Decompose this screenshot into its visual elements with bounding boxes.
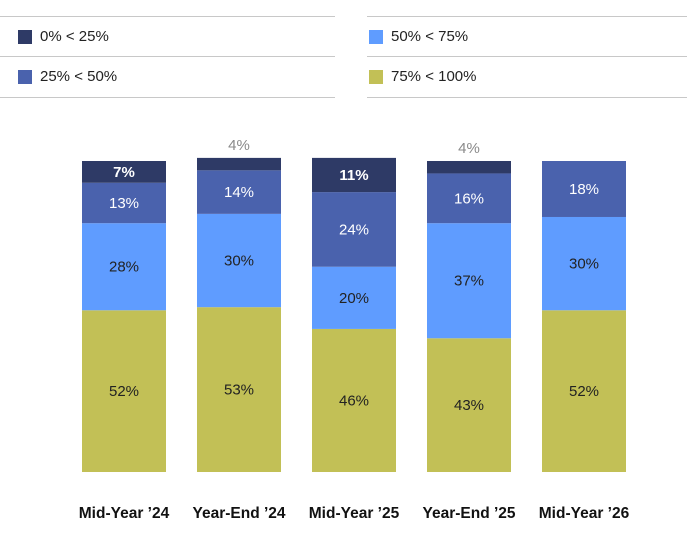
category-label: Mid-Year ’24: [79, 505, 170, 522]
legend-swatch: [369, 70, 383, 84]
data-label: 13%: [109, 195, 139, 212]
bar-segment: [82, 310, 166, 472]
data-label: 30%: [224, 253, 254, 270]
bar-segment: [312, 266, 396, 329]
category-label: Year-End ’24: [192, 505, 285, 522]
bar-segment: [82, 182, 166, 224]
data-label: 24%: [339, 221, 369, 238]
data-label: 53%: [224, 382, 254, 399]
bar-segment: [312, 328, 396, 472]
data-label: 18%: [569, 181, 599, 198]
legend-label: 50% < 75%: [391, 28, 469, 45]
bar-segment: [312, 157, 396, 193]
category-label: Mid-Year ’25: [309, 505, 400, 522]
bar-segment: [197, 170, 281, 214]
category-label: Mid-Year ’26: [539, 505, 630, 522]
bar-segment: [197, 307, 281, 472]
data-label: 28%: [109, 259, 139, 276]
bar-segment: [542, 310, 626, 472]
bar-segment: [542, 161, 626, 217]
bar-segment: [197, 213, 281, 308]
data-label: 14%: [224, 184, 254, 201]
bar-segment: [82, 223, 166, 311]
data-label: 43%: [454, 397, 484, 414]
data-label: 46%: [339, 392, 369, 409]
data-label: 52%: [569, 383, 599, 400]
data-label: 20%: [339, 290, 369, 307]
data-label: 37%: [454, 273, 484, 290]
data-label: 52%: [109, 383, 139, 400]
bar-segment: [427, 173, 511, 224]
legend-swatch: [369, 30, 383, 44]
legend-label: 75% < 100%: [391, 68, 477, 85]
data-label: 4%: [458, 140, 480, 157]
legend-item-75-100: 75% < 100%: [367, 57, 687, 98]
bar-segment: [427, 338, 511, 472]
data-label: 30%: [569, 256, 599, 273]
bar-segment: [312, 192, 396, 267]
bar-segment: [542, 216, 626, 311]
legend-label: 25% < 50%: [40, 68, 118, 85]
data-label: 4%: [228, 137, 250, 154]
category-label: Year-End ’25: [422, 505, 515, 522]
data-label: 16%: [454, 190, 484, 207]
legend-item-25-50: 25% < 50%: [0, 57, 335, 98]
bar-segment: [427, 223, 511, 339]
bar-segment: [82, 161, 166, 183]
legend-item-50-75: 50% < 75%: [367, 16, 687, 57]
data-label: 11%: [339, 167, 368, 184]
legend-swatch: [18, 30, 32, 44]
legend-label: 0% < 25%: [40, 28, 109, 45]
bar-segment: [197, 157, 281, 171]
legend-item-0-25: 0% < 25%: [0, 16, 335, 57]
data-label: 7%: [113, 164, 135, 181]
legend: 0% < 25% 25% < 50% 50% < 75% 75% < 100%: [0, 0, 700, 100]
legend-swatch: [18, 70, 32, 84]
bar-segment: [427, 161, 511, 174]
